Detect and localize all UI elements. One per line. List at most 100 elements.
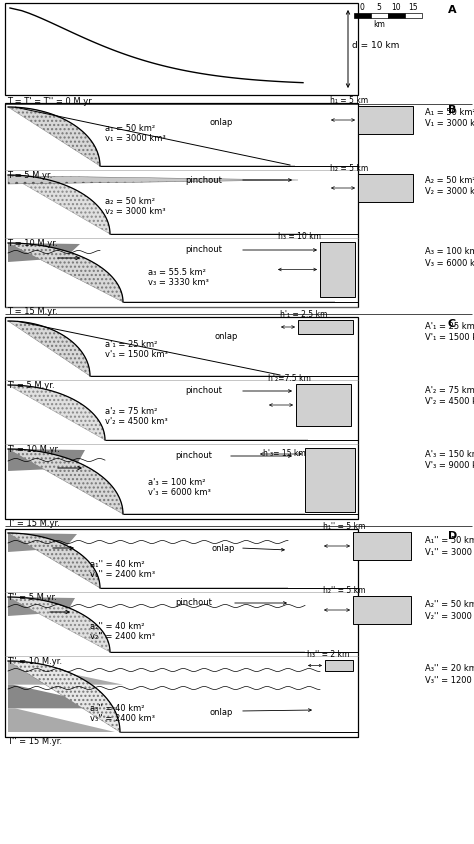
Bar: [305, 448, 355, 512]
Text: km: km: [373, 20, 385, 29]
Text: a'₃ = 100 km²: a'₃ = 100 km²: [148, 478, 206, 487]
Text: D: D: [448, 531, 457, 541]
Polygon shape: [8, 449, 305, 514]
Bar: [320, 242, 355, 297]
Text: T = T' = T'' = 0 M.yr.: T = T' = T'' = 0 M.yr.: [7, 97, 94, 106]
Text: d = 10 km: d = 10 km: [352, 41, 400, 50]
Text: v₁ = 3000 km³: v₁ = 3000 km³: [105, 134, 166, 143]
Text: a₂'' = 40 km²: a₂'' = 40 km²: [90, 622, 145, 631]
Polygon shape: [8, 449, 85, 471]
Text: h'₃= 15 km: h'₃= 15 km: [263, 449, 306, 458]
Text: A'₂ = 75 km²: A'₂ = 75 km²: [425, 386, 474, 395]
Polygon shape: [8, 533, 288, 588]
Text: pinchout: pinchout: [185, 245, 222, 254]
Text: onlap: onlap: [212, 544, 236, 553]
Bar: [5, 317, 358, 519]
Bar: [296, 384, 351, 426]
Text: pinchout: pinchout: [175, 451, 212, 460]
Polygon shape: [8, 107, 295, 166]
Text: a'₂ = 75 km²: a'₂ = 75 km²: [105, 407, 157, 416]
Text: h₃ = 10 km: h₃ = 10 km: [278, 232, 321, 241]
Bar: [353, 596, 411, 624]
Bar: [298, 320, 353, 334]
Text: A: A: [448, 5, 456, 15]
Polygon shape: [8, 385, 308, 440]
Text: A₃ = 100 km²: A₃ = 100 km²: [425, 247, 474, 256]
Text: a₁'' = 40 km²: a₁'' = 40 km²: [90, 560, 145, 569]
Bar: [358, 106, 413, 134]
Text: h₂'' = 5 km: h₂'' = 5 km: [323, 586, 365, 595]
Text: T = 5 M.yr.: T = 5 M.yr.: [7, 171, 52, 180]
Text: pinchout: pinchout: [175, 598, 212, 607]
Text: onlap: onlap: [210, 118, 233, 127]
Text: T'' = 10 M.yr.: T'' = 10 M.yr.: [7, 657, 62, 666]
Text: v'₁ = 1500 km³: v'₁ = 1500 km³: [105, 350, 168, 359]
Text: onlap: onlap: [215, 332, 238, 341]
Text: v₃ = 3330 km³: v₃ = 3330 km³: [148, 278, 209, 287]
Text: pinchout: pinchout: [185, 176, 222, 185]
Text: A'₁ = 25 km²: A'₁ = 25 km²: [425, 322, 474, 331]
Polygon shape: [8, 661, 123, 684]
Text: v₂'' = 2400 km³: v₂'' = 2400 km³: [90, 632, 155, 641]
Text: A₂ = 50 km²: A₂ = 50 km²: [425, 176, 474, 185]
Polygon shape: [8, 243, 335, 302]
Text: v'₃ = 6000 km³: v'₃ = 6000 km³: [148, 488, 211, 497]
Polygon shape: [8, 597, 75, 616]
Text: T'' = 5 M.yr.: T'' = 5 M.yr.: [7, 593, 57, 602]
Bar: [5, 529, 358, 737]
Text: onlap: onlap: [210, 708, 233, 717]
Text: 10: 10: [391, 3, 401, 12]
Text: B: B: [448, 105, 456, 115]
Polygon shape: [8, 597, 305, 652]
Text: v₂ = 3000 km³: v₂ = 3000 km³: [105, 207, 165, 216]
Text: T'' = 15 M.yr.: T'' = 15 M.yr.: [7, 737, 62, 746]
Text: T = 10 M.yr.: T = 10 M.yr.: [7, 239, 58, 248]
Text: v₁'' = 2400 km³: v₁'' = 2400 km³: [90, 570, 155, 579]
Text: T' = 10 M.yr.: T' = 10 M.yr.: [7, 445, 60, 454]
Text: V₁ = 3000 km³: V₁ = 3000 km³: [425, 119, 474, 128]
Bar: [388, 13, 405, 18]
Text: T = 15 M.yr.: T = 15 M.yr.: [7, 307, 58, 316]
Text: h₁'' = 5 km: h₁'' = 5 km: [323, 522, 365, 531]
Polygon shape: [8, 533, 77, 552]
Bar: [5, 3, 358, 95]
Text: h₁ = 5 km: h₁ = 5 km: [330, 96, 368, 105]
Polygon shape: [8, 243, 80, 262]
Text: h'₂=7.5 km: h'₂=7.5 km: [268, 374, 311, 383]
Polygon shape: [8, 708, 115, 732]
Text: A₁ = 50 km²: A₁ = 50 km²: [425, 108, 474, 117]
Text: A'₃ = 150 km²: A'₃ = 150 km²: [425, 450, 474, 459]
Text: A₃'' = 20 km²: A₃'' = 20 km²: [425, 664, 474, 673]
Bar: [354, 13, 371, 18]
Text: V₂ = 3000 km³: V₂ = 3000 km³: [425, 187, 474, 196]
Text: V'₃ = 9000 km³: V'₃ = 9000 km³: [425, 461, 474, 470]
Text: a₃ = 55.5 km²: a₃ = 55.5 km²: [148, 268, 206, 277]
Text: 15: 15: [408, 3, 418, 12]
Text: h'₁ = 2.5 km: h'₁ = 2.5 km: [280, 310, 328, 319]
Text: V₃'' = 1200 km³: V₃'' = 1200 km³: [425, 676, 474, 685]
Bar: [371, 13, 388, 18]
Bar: [358, 174, 413, 202]
Text: 5: 5: [376, 3, 382, 12]
Text: A₂'' = 50 km²: A₂'' = 50 km²: [425, 600, 474, 609]
Text: a₃'' = 40 km²: a₃'' = 40 km²: [90, 704, 145, 713]
Polygon shape: [8, 321, 285, 376]
Bar: [353, 532, 411, 560]
Polygon shape: [8, 661, 320, 732]
Text: v₃'' = 2400 km³: v₃'' = 2400 km³: [90, 714, 155, 723]
Text: T' = 15 M.yr.: T' = 15 M.yr.: [7, 519, 60, 528]
Text: a₂ = 50 km²: a₂ = 50 km²: [105, 197, 155, 206]
Text: T' = 5 M.yr.: T' = 5 M.yr.: [7, 381, 55, 390]
Text: h₃'' = 2 km: h₃'' = 2 km: [307, 650, 349, 659]
Text: V₃ = 6000 km³: V₃ = 6000 km³: [425, 259, 474, 268]
Text: A₁'' = 50 km²: A₁'' = 50 km²: [425, 536, 474, 545]
Bar: [325, 660, 353, 671]
Text: pinchout: pinchout: [185, 386, 222, 395]
Polygon shape: [8, 175, 308, 234]
Text: V₂'' = 3000 km³: V₂'' = 3000 km³: [425, 612, 474, 621]
Text: a₁ = 50 km²: a₁ = 50 km²: [105, 124, 155, 133]
Text: v'₂ = 4500 km³: v'₂ = 4500 km³: [105, 417, 168, 426]
Text: V'₂ = 4500 km³: V'₂ = 4500 km³: [425, 397, 474, 406]
Text: V'₁ = 1500 km³: V'₁ = 1500 km³: [425, 333, 474, 342]
Bar: [405, 13, 422, 18]
